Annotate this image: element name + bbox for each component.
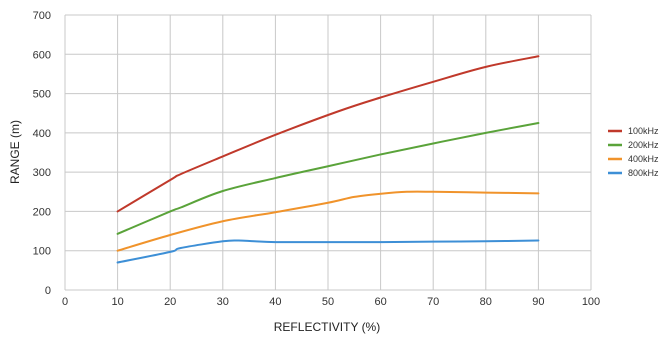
y-tick-label: 100 <box>33 246 51 258</box>
y-tick-label: 600 <box>33 49 51 61</box>
series-line-800kHz <box>116 239 540 264</box>
x-tick-labels: 0 10 20 30 40 50 60 70 80 90 100 <box>62 296 600 308</box>
x-tick-label: 80 <box>480 296 492 308</box>
grid-lines <box>64 14 592 291</box>
x-tick-label: 100 <box>582 296 600 308</box>
series-lines <box>116 55 540 264</box>
x-tick-label: 70 <box>427 296 439 308</box>
y-tick-label: 700 <box>33 10 51 22</box>
legend-label-100kHz: 100kHz <box>628 126 659 136</box>
y-tick-label: 300 <box>33 167 51 179</box>
y-tick-label: 0 <box>45 285 51 297</box>
x-tick-label: 0 <box>62 296 68 308</box>
x-tick-label: 10 <box>111 296 123 308</box>
y-axis-title: RANGE (m) <box>8 120 22 184</box>
series-line-200kHz <box>116 122 540 235</box>
y-tick-label: 400 <box>33 128 51 140</box>
legend-label-200kHz: 200kHz <box>628 140 659 150</box>
y-tick-labels: 0 100 200 300 400 500 600 700 <box>33 10 51 297</box>
x-tick-label: 60 <box>374 296 386 308</box>
series-line-100kHz <box>116 55 540 213</box>
x-tick-label: 90 <box>532 296 544 308</box>
x-tick-label: 50 <box>322 296 334 308</box>
series-line-400kHz <box>116 190 540 252</box>
x-tick-label: 30 <box>217 296 229 308</box>
legend: 100kHz 200kHz 400kHz 800kHz <box>608 126 659 178</box>
x-tick-label: 20 <box>164 296 176 308</box>
legend-label-400kHz: 400kHz <box>628 154 659 164</box>
x-axis-title: REFLECTIVITY (%) <box>274 320 380 334</box>
y-tick-label: 200 <box>33 206 51 218</box>
legend-label-800kHz: 800kHz <box>628 168 659 178</box>
y-tick-label: 500 <box>33 89 51 101</box>
x-tick-label: 40 <box>269 296 281 308</box>
